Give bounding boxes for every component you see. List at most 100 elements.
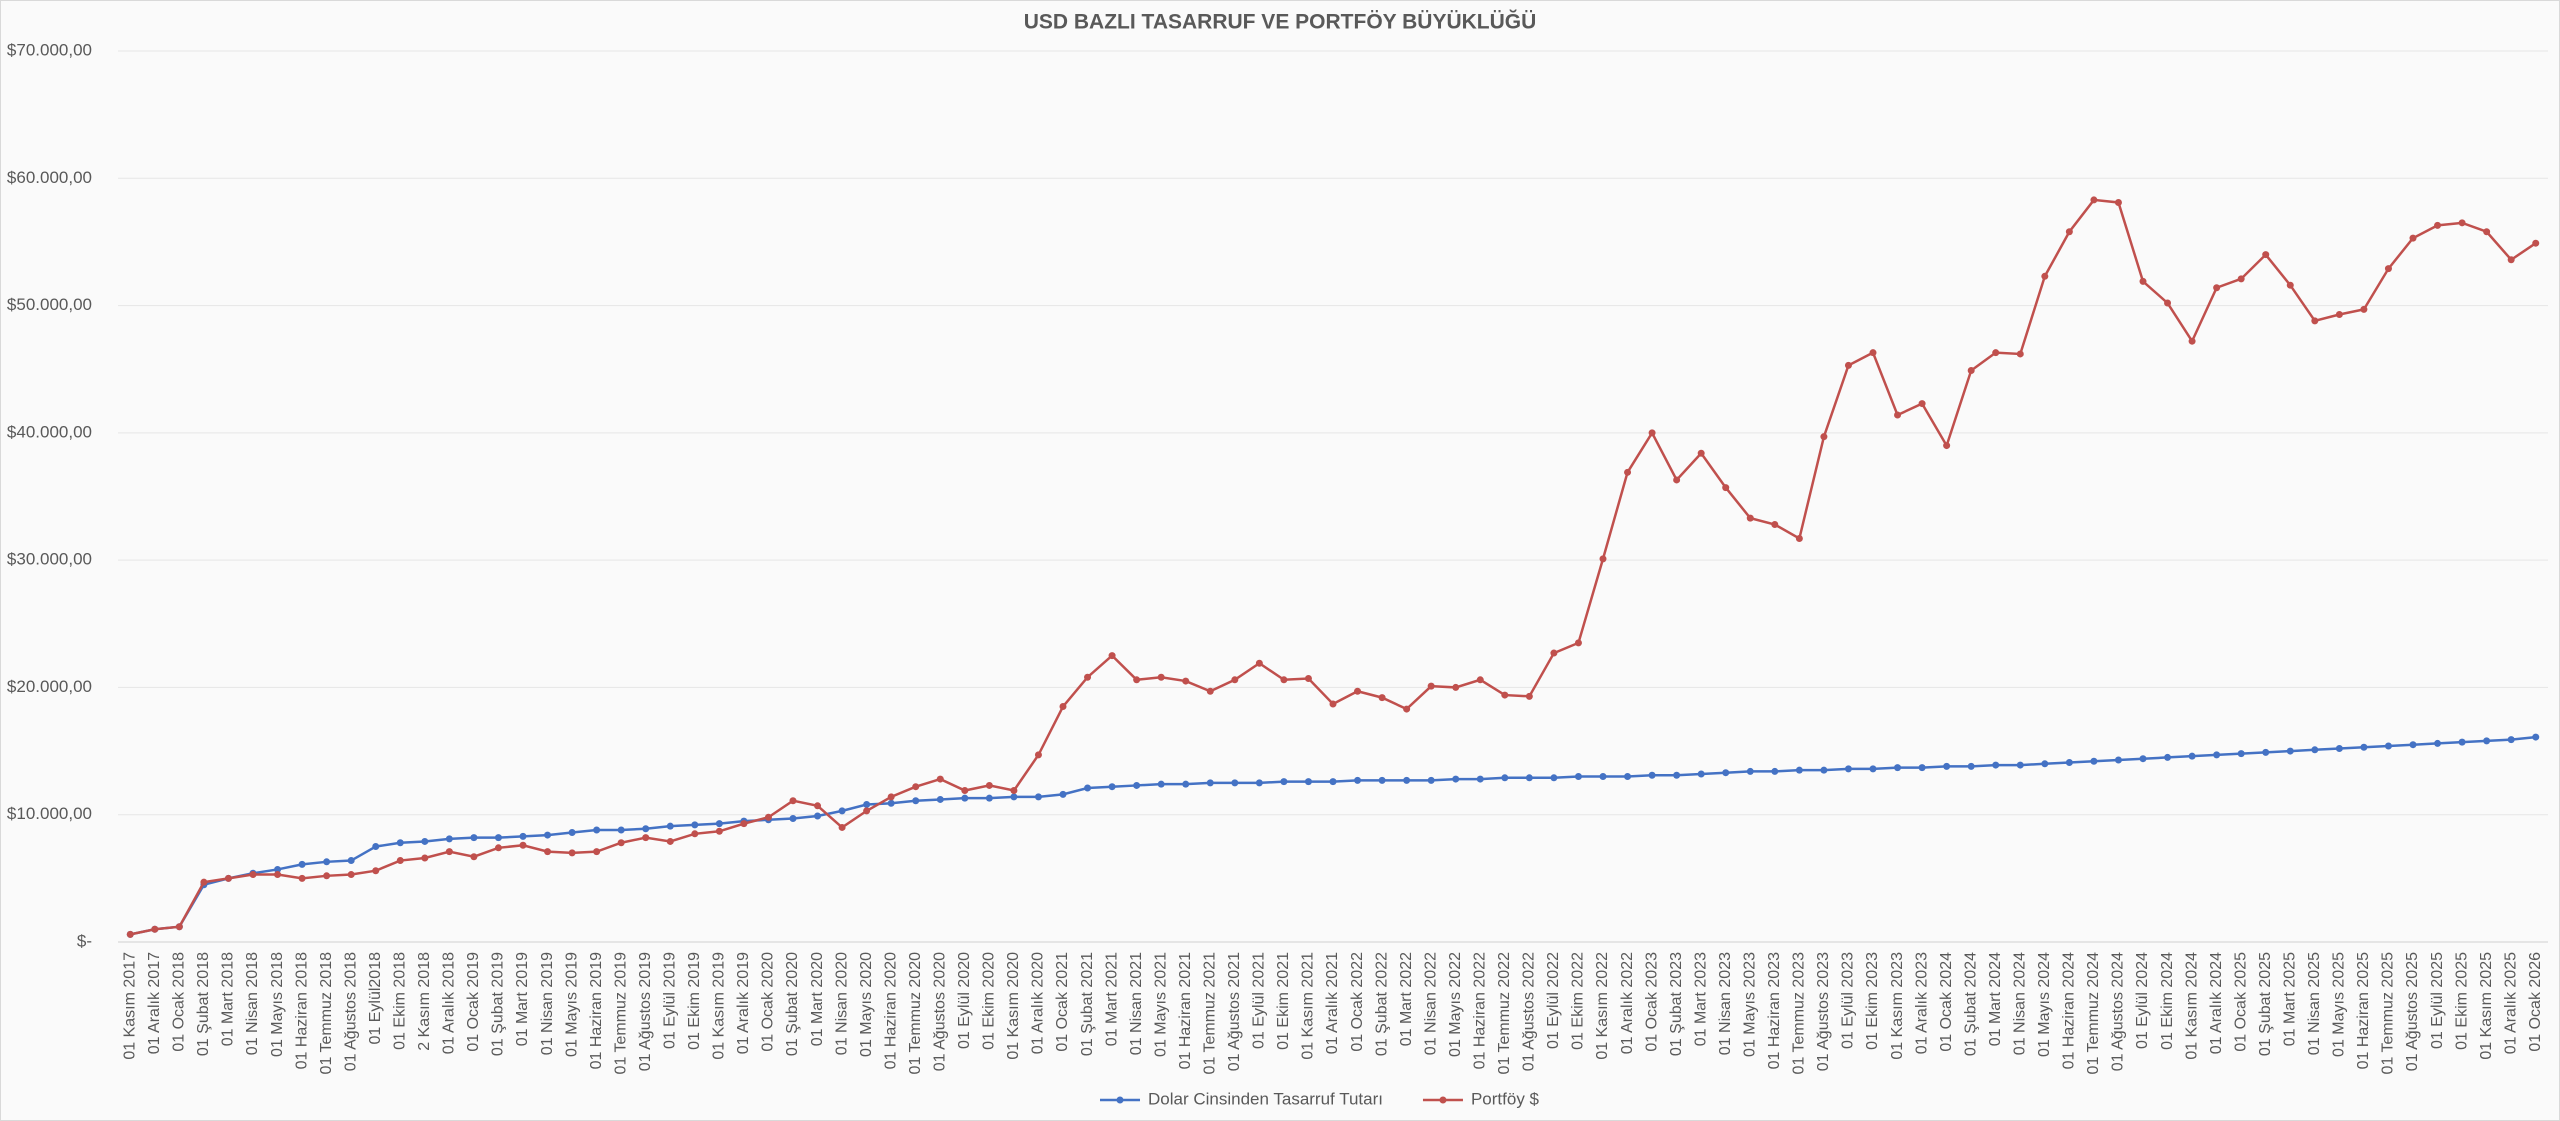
point-marker <box>1722 484 1730 492</box>
point-marker <box>2384 265 2392 273</box>
point-marker <box>1378 776 1386 784</box>
point-marker <box>2507 256 2515 264</box>
x-tick-label: 01 Şubat 2024 <box>1962 952 1979 1056</box>
point-marker <box>617 839 625 847</box>
x-tick-label: 01 Ağustos 2025 <box>2404 952 2421 1071</box>
legend-marker <box>1439 1096 1447 1104</box>
x-tick-label: 01 Mart 2019 <box>514 952 531 1046</box>
x-tick-label: 01 Kasım 2023 <box>1889 952 1906 1060</box>
y-tick-label: $30.000,00 <box>7 550 92 569</box>
x-tick-label: 01 Ocak 2025 <box>2232 952 2249 1052</box>
point-marker <box>519 841 527 849</box>
point-marker <box>1354 687 1362 695</box>
point-marker <box>1746 767 1754 775</box>
point-marker <box>1599 773 1607 781</box>
x-tick-label: 01 Mart 2024 <box>1987 952 2004 1046</box>
x-tick-label: 01 Temmuz 2024 <box>2085 952 2102 1075</box>
point-marker <box>1034 751 1042 759</box>
point-marker <box>1894 411 1902 419</box>
point-marker <box>298 860 306 868</box>
point-marker <box>2483 228 2491 236</box>
point-marker <box>1673 771 1681 779</box>
x-tick-label: 01 Ocak 2026 <box>2527 952 2544 1052</box>
point-marker <box>396 839 404 847</box>
x-tick-label: 01 Şubat 2021 <box>1079 952 1096 1056</box>
point-marker <box>691 830 699 838</box>
x-tick-label: 01 Ocak 2018 <box>171 952 188 1052</box>
x-tick-label: 01 Mart 2018 <box>220 952 237 1046</box>
point-marker <box>2458 219 2466 227</box>
point-marker <box>691 821 699 829</box>
x-tick-label: 01 Temmuz 2021 <box>1201 952 1218 1075</box>
x-tick-label: 01 Mart 2025 <box>2281 952 2298 1046</box>
point-marker <box>1182 677 1190 685</box>
point-marker <box>642 825 650 833</box>
point-marker <box>470 853 478 861</box>
point-marker <box>789 815 797 823</box>
point-marker <box>2360 305 2368 313</box>
point-marker <box>1967 762 1975 770</box>
point-marker <box>372 867 380 875</box>
point-marker <box>445 848 453 856</box>
x-tick-label: 01 Temmuz 2025 <box>2380 952 2397 1075</box>
legend-label: Dolar Cinsinden Tasarruf Tutarı <box>1148 1089 1383 1108</box>
point-marker <box>1918 400 1926 408</box>
point-marker <box>1403 705 1411 713</box>
x-tick-label: 01 Aralık 2022 <box>1619 952 1636 1054</box>
point-marker <box>1206 779 1214 787</box>
x-tick-label: 01 Ağustos 2022 <box>1521 952 1538 1071</box>
x-tick-label: 01 Haziran 2021 <box>1177 952 1194 1070</box>
point-marker <box>323 858 331 866</box>
point-marker <box>126 930 134 938</box>
point-marker <box>1280 778 1288 786</box>
x-tick-label: 01 Ekim 2023 <box>1864 952 1881 1050</box>
point-marker <box>1108 652 1116 660</box>
point-marker <box>1059 790 1067 798</box>
series-line <box>130 198 2537 936</box>
point-marker <box>1967 366 1975 374</box>
x-tick-label: 01 Kasım 2024 <box>2183 952 2200 1060</box>
point-marker <box>1157 780 1165 788</box>
y-tick-label: $- <box>77 931 92 950</box>
point-marker <box>2532 733 2540 741</box>
y-tick-label: $40.000,00 <box>7 422 92 441</box>
point-marker <box>789 797 797 805</box>
x-tick-label: 01 Kasım 2021 <box>1300 952 1317 1060</box>
point-marker <box>1427 776 1435 784</box>
x-tick-label: 01 Ekim 2019 <box>686 952 703 1050</box>
point-marker <box>1476 676 1484 684</box>
x-tick-label: 01 Aralık 2023 <box>1913 952 1930 1054</box>
point-marker <box>1648 771 1656 779</box>
point-marker <box>1820 433 1828 441</box>
point-marker <box>1746 514 1754 522</box>
point-marker <box>2041 272 2049 280</box>
point-marker <box>2114 198 2122 206</box>
point-marker <box>887 793 895 801</box>
x-tick-label: 01 Kasım 2019 <box>711 952 728 1060</box>
x-tick-label: 01 Temmuz 2023 <box>1791 952 1808 1075</box>
point-marker <box>1869 349 1877 357</box>
point-marker <box>2139 277 2147 285</box>
point-marker <box>1943 762 1951 770</box>
point-marker <box>1599 555 1607 563</box>
point-marker <box>764 813 772 821</box>
point-marker <box>2114 756 2122 764</box>
point-marker <box>1157 673 1165 681</box>
point-marker <box>2483 737 2491 745</box>
point-marker <box>887 799 895 807</box>
point-marker <box>224 874 232 882</box>
x-tick-label: 01 Nisan 2024 <box>2011 952 2028 1055</box>
x-tick-label: 01 Haziran 2024 <box>2061 952 2078 1070</box>
x-tick-label: 01 Ocak 2023 <box>1643 952 1660 1052</box>
x-tick-label: 01 Temmuz 2022 <box>1496 952 1513 1075</box>
point-marker <box>1304 778 1312 786</box>
point-marker <box>1771 521 1779 529</box>
x-tick-label: 01 Mart 2023 <box>1692 952 1709 1046</box>
x-tick-label: 01 Ocak 2019 <box>465 952 482 1052</box>
point-marker <box>2065 759 2073 767</box>
point-marker <box>2016 761 2024 769</box>
point-marker <box>1697 449 1705 457</box>
x-tick-label: 01 Nisan 2025 <box>2306 952 2323 1055</box>
point-marker <box>1844 765 1852 773</box>
